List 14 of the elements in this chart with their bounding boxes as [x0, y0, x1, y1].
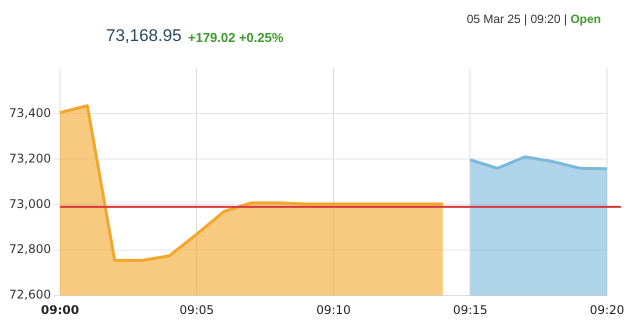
x-tick-label: 09:10 [316, 302, 351, 317]
y-tick-label: 73,400 [8, 106, 51, 120]
chart-title: 73,168.95 [106, 26, 182, 46]
y-tick-label: 72,800 [8, 242, 51, 256]
x-tick-label: 09:15 [452, 302, 488, 317]
text: 05 Mar 25 | 09:20 | [466, 12, 567, 26]
y-tick-label: 73,000 [8, 196, 51, 211]
y-tick-label: 73,200 [8, 151, 51, 166]
chart-subtitle: +179.02 +0.25% [188, 30, 284, 45]
x-tick-label: 09:00 [40, 302, 80, 317]
x-tick-label: 09:20 [590, 302, 624, 317]
x-tick-label: 09:05 [179, 302, 214, 317]
text: Open [569, 12, 601, 26]
y-tick-label: 72,600 [8, 288, 51, 302]
